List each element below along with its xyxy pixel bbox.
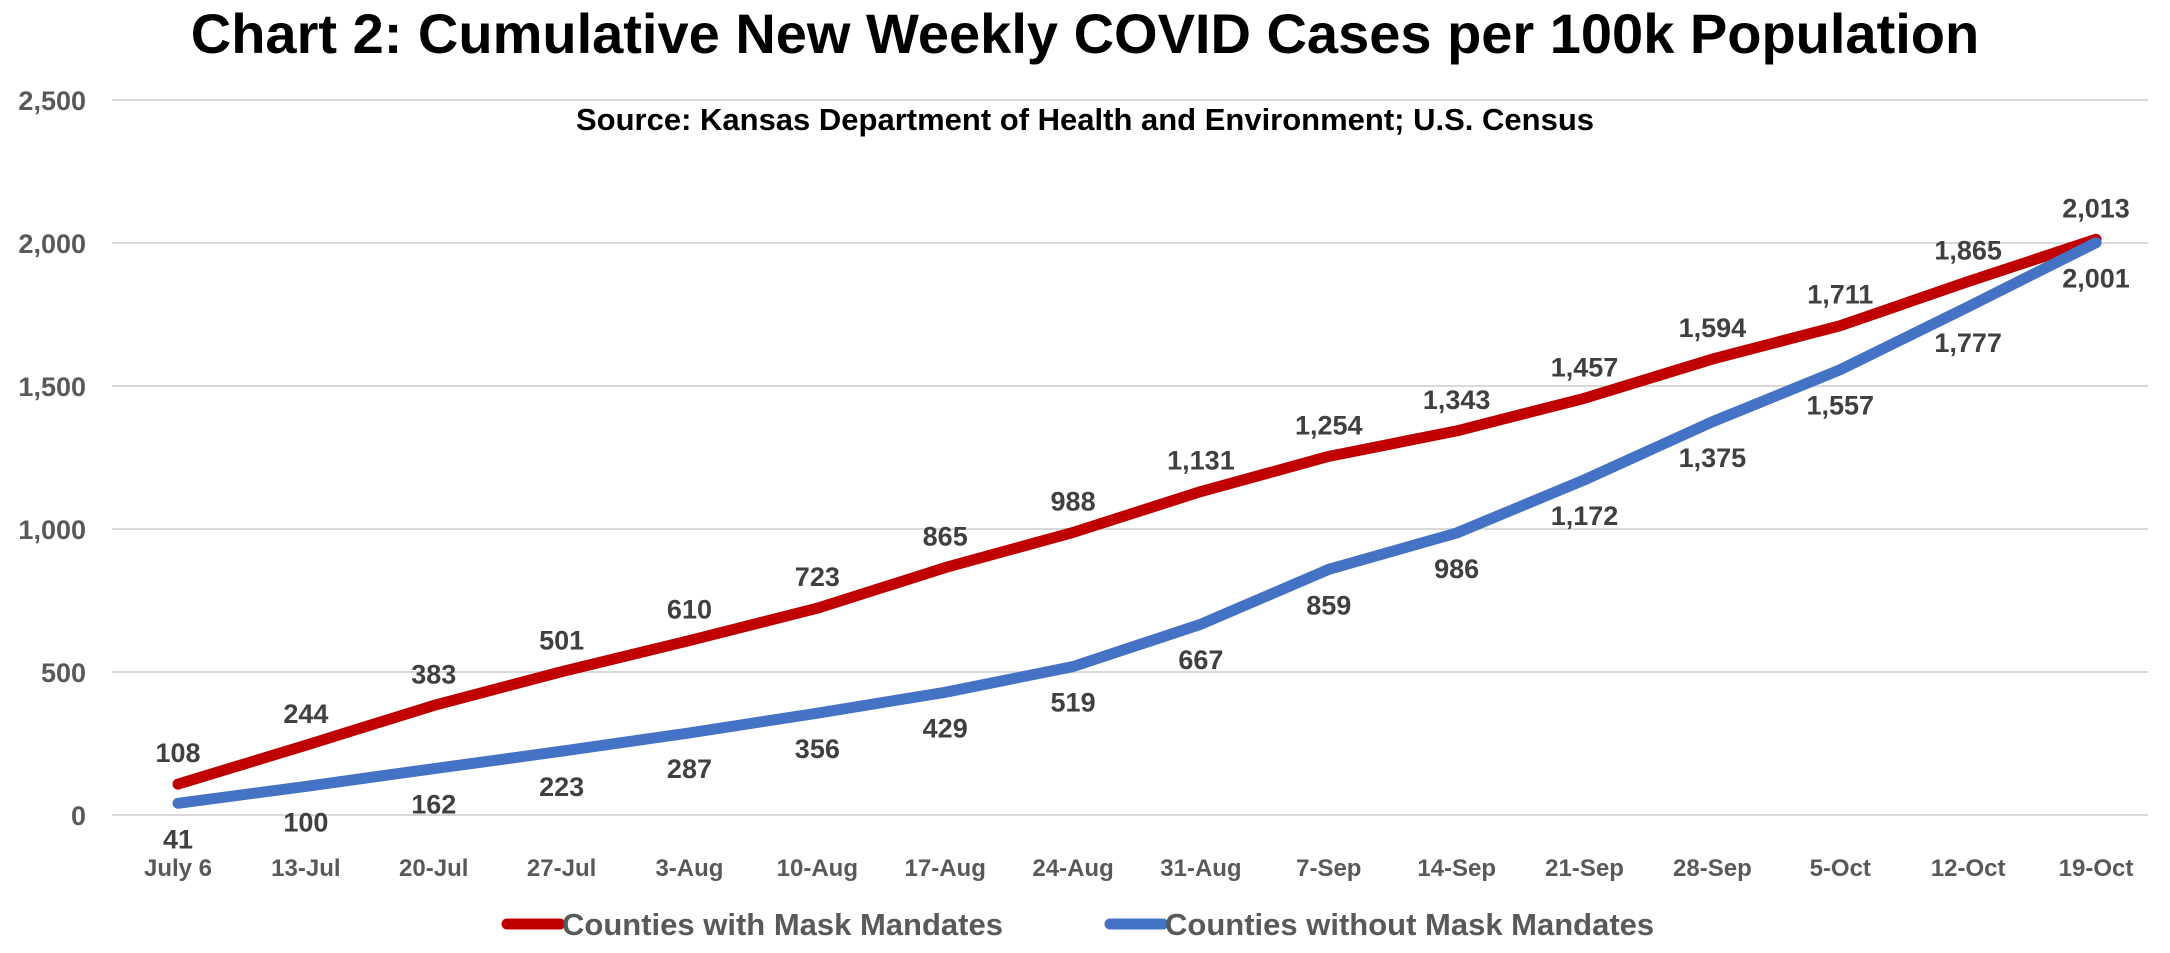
data-label: 1,254: [1295, 410, 1363, 440]
legend-item: Counties with Mask Mandates: [501, 907, 1003, 942]
data-label: 501: [539, 626, 584, 656]
x-tick-label: 17-Aug: [905, 855, 986, 882]
x-tick-label: 5-Oct: [1810, 855, 1871, 882]
gridlines: [112, 99, 2148, 816]
series-lines: [172, 233, 2102, 809]
x-tick-label: 3-Aug: [655, 855, 723, 882]
data-label: 41: [163, 824, 193, 854]
data-label: 383: [411, 659, 456, 689]
data-label: 1,594: [1679, 313, 1747, 343]
y-tick-label: 2,500: [18, 86, 86, 116]
x-tick-label: 19-Oct: [2059, 855, 2134, 882]
y-axis: 0 500 1,000 1,500 2,000 2,500: [18, 86, 86, 831]
legend-item: Counties without Mask Mandates: [1104, 907, 1654, 942]
y-tick-label: 2,000: [18, 229, 86, 259]
data-label: 1,343: [1423, 385, 1491, 415]
data-label: 986: [1434, 554, 1479, 584]
data-label: 610: [667, 595, 712, 625]
chart-title: Chart 2: Cumulative New Weekly COVID Cas…: [191, 2, 1979, 65]
chart-subtitle: Source: Kansas Department of Health and …: [576, 102, 1594, 137]
data-label: 1,172: [1551, 501, 1619, 531]
data-label: 100: [283, 807, 328, 837]
x-tick-label: 31-Aug: [1160, 855, 1241, 882]
data-label: 1,457: [1551, 352, 1619, 382]
y-tick-label: 1,000: [18, 515, 86, 545]
data-label: 356: [795, 734, 840, 764]
x-tick-label: 21-Sep: [1545, 855, 1624, 882]
data-label: 865: [923, 522, 968, 552]
x-tick-label: 13-Jul: [271, 855, 340, 882]
data-label: 988: [1051, 486, 1096, 516]
series-line: [172, 233, 2102, 790]
data-label: 223: [539, 772, 584, 802]
data-label: 2,013: [2062, 193, 2130, 223]
data-label: 1,375: [1679, 443, 1747, 473]
x-tick-label: 7-Sep: [1296, 855, 1361, 882]
y-tick-label: 500: [41, 658, 86, 688]
data-label: 723: [795, 562, 840, 592]
series-line: [172, 237, 2102, 809]
data-label: 429: [923, 713, 968, 743]
data-label: 1,865: [1934, 236, 2002, 266]
x-tick-label: 20-Jul: [399, 855, 468, 882]
data-label: 667: [1178, 645, 1223, 675]
data-label: 287: [667, 754, 712, 784]
x-axis: July 6 13-Jul 20-Jul 27-Jul 3-Aug 10-Aug 17-Au…: [144, 855, 2133, 882]
data-label: 1,557: [1806, 391, 1874, 421]
y-tick-label: 0: [71, 801, 86, 831]
data-label: 1,777: [1934, 328, 2002, 358]
legend-label: Counties without Mask Mandates: [1165, 907, 1654, 942]
data-label: 2,001: [2062, 264, 2130, 294]
data-label: 244: [283, 699, 328, 729]
x-tick-label: 10-Aug: [777, 855, 858, 882]
x-tick-label: 12-Oct: [1931, 855, 2006, 882]
data-label: 1,711: [1807, 280, 1873, 310]
x-tick-label: 27-Jul: [527, 855, 596, 882]
legend-label: Counties with Mask Mandates: [562, 907, 1003, 942]
data-label: 108: [155, 738, 200, 768]
x-tick-label: 24-Aug: [1032, 855, 1113, 882]
y-tick-label: 1,500: [18, 372, 86, 402]
legend: Counties with Mask Mandates Counties with…: [501, 907, 1654, 942]
data-label: 1,131: [1167, 446, 1235, 476]
x-tick-label: 28-Sep: [1673, 855, 1752, 882]
x-tick-label: July 6: [144, 855, 212, 882]
data-labels: 108 244 383 501 610 723 865 988 1,131 1,254 1,343 1…: [155, 193, 2129, 854]
x-tick-label: 14-Sep: [1417, 855, 1496, 882]
data-label: 859: [1306, 590, 1351, 620]
data-label: 162: [411, 790, 456, 820]
data-label: 519: [1051, 688, 1096, 718]
